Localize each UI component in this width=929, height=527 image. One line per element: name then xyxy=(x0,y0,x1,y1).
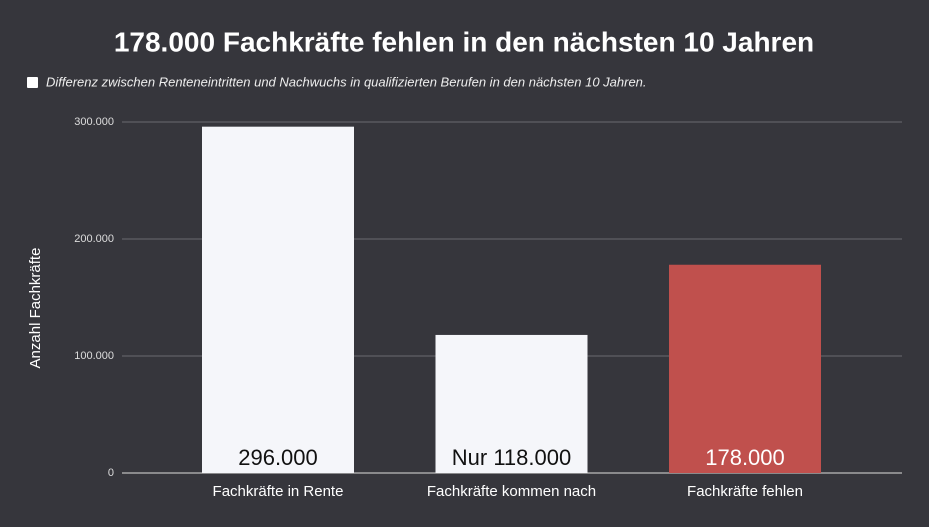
chart-title: 178.000 Fachkräfte fehlen in den nächste… xyxy=(114,26,814,57)
y-axis-title: Anzahl Fachkräfte xyxy=(27,248,44,369)
bar xyxy=(669,264,821,473)
value-label: 296.000 xyxy=(238,445,318,470)
y-tick-label: 200.000 xyxy=(74,233,114,245)
x-tick-label: Fachkräfte fehlen xyxy=(687,483,803,500)
y-tick-label: 300.000 xyxy=(74,116,114,128)
x-tick-label: Fachkräfte in Rente xyxy=(213,483,344,500)
y-tick-label: 0 xyxy=(108,467,114,479)
x-tick-label: Fachkräfte kommen nach xyxy=(427,483,596,500)
legend-label: Differenz zwischen Renteneintritten und … xyxy=(46,74,647,89)
value-label: 178.000 xyxy=(705,445,785,470)
y-tick-label: 100.000 xyxy=(74,350,114,362)
legend-swatch xyxy=(27,77,38,88)
value-label: Nur 118.000 xyxy=(452,445,571,470)
bar xyxy=(202,126,354,474)
bar xyxy=(435,334,588,473)
